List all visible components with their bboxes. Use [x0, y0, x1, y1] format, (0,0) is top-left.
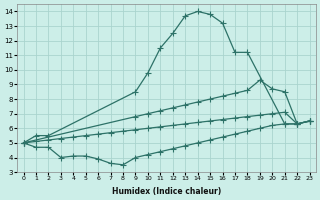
X-axis label: Humidex (Indice chaleur): Humidex (Indice chaleur)	[112, 187, 221, 196]
